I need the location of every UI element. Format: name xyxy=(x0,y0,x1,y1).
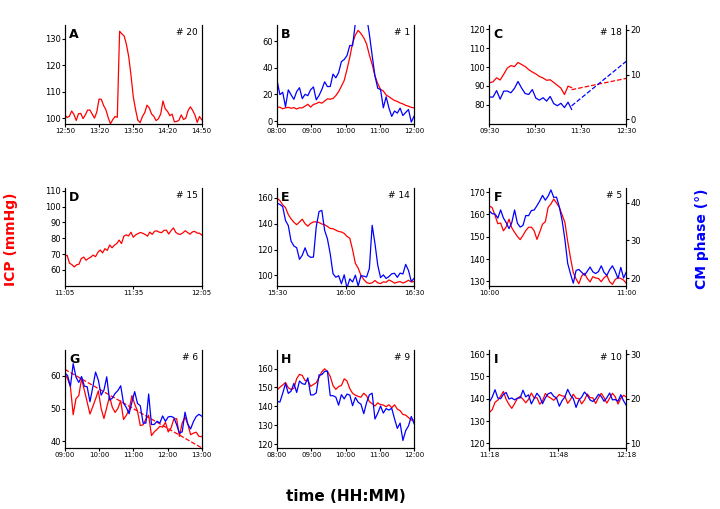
Text: B: B xyxy=(282,29,291,41)
Text: # 6: # 6 xyxy=(181,353,198,361)
Text: # 20: # 20 xyxy=(176,29,198,37)
Text: # 18: # 18 xyxy=(600,29,622,37)
Text: # 14: # 14 xyxy=(388,190,410,200)
Text: # 15: # 15 xyxy=(176,190,198,200)
Text: D: D xyxy=(69,190,79,204)
Text: I: I xyxy=(493,353,498,365)
Text: H: H xyxy=(282,353,292,365)
Text: C: C xyxy=(493,29,503,41)
Text: # 9: # 9 xyxy=(394,353,410,361)
Text: E: E xyxy=(282,190,289,204)
Text: G: G xyxy=(69,353,79,365)
Text: # 1: # 1 xyxy=(394,29,410,37)
Text: F: F xyxy=(493,190,502,204)
Text: ICP (mmHg): ICP (mmHg) xyxy=(4,192,18,286)
Text: # 10: # 10 xyxy=(600,353,622,361)
Text: CM phase (°): CM phase (°) xyxy=(695,189,709,290)
Text: time (HH:MM): time (HH:MM) xyxy=(286,489,405,504)
Text: A: A xyxy=(69,29,78,41)
Text: # 5: # 5 xyxy=(606,190,622,200)
